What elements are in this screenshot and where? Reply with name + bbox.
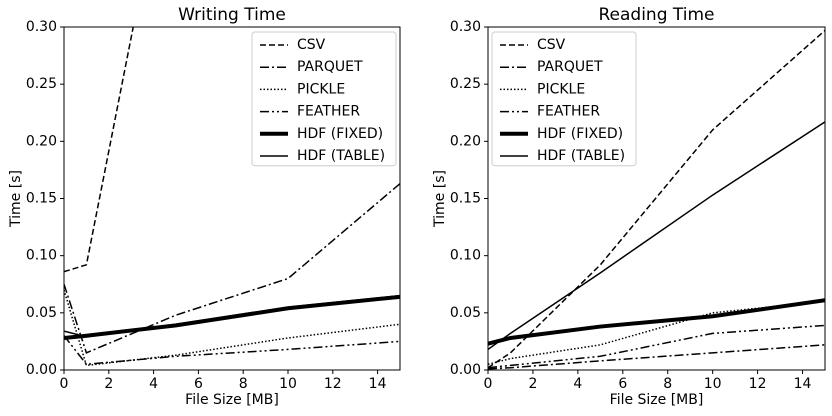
y-tick-label: 0.00 [450, 362, 481, 378]
data-line [64, 289, 400, 367]
chart-title: Writing Time [178, 5, 286, 25]
x-tick-label: 0 [484, 376, 493, 392]
chart: 0 2 4 6 8 10 12 14 0.00 0.05 0.10 0.15 0.20 0.25 0.30 W… [8, 5, 401, 408]
y-tick-label: 0.30 [26, 19, 57, 35]
x-tick-label: 10 [704, 376, 722, 392]
data-line [488, 298, 825, 346]
y-tick-label: 0.30 [450, 19, 481, 35]
legend-label: CSV [297, 37, 326, 53]
x-axis-label: File Size [MB] [610, 392, 704, 408]
y-tick-label: 0.15 [450, 191, 481, 207]
y-tick-label: 0.10 [26, 248, 57, 264]
legend-label: PICKLE [297, 81, 345, 97]
y-tick-label: 0.05 [26, 305, 57, 321]
chart: 0 2 4 6 8 10 12 14 0.00 0.05 0.10 0.15 0.20 0.25 0.30 R… [432, 5, 826, 408]
x-tick-label: 6 [194, 376, 203, 392]
y-axis-label: Time [s] [8, 170, 24, 228]
x-tick-label: 12 [749, 376, 767, 392]
x-tick-label: 0 [60, 376, 69, 392]
data-line [64, 294, 400, 340]
legend-label: HDF (TABLE) [297, 148, 385, 164]
legend-label: HDF (FIXED) [297, 126, 383, 142]
legend-label: HDF (TABLE) [537, 148, 625, 164]
y-tick-label: 0.00 [26, 362, 57, 378]
legend-label: PARQUET [537, 59, 603, 75]
chart-title: Reading Time [598, 5, 714, 25]
data-line [488, 121, 825, 351]
x-tick-label: 4 [149, 376, 158, 392]
x-tick-label: 6 [618, 376, 627, 392]
x-tick-label: 10 [279, 376, 297, 392]
legend-label: FEATHER [297, 104, 360, 120]
x-tick-label: 2 [104, 376, 113, 392]
x-tick-label: 12 [324, 376, 342, 392]
y-tick-label: 0.10 [450, 248, 481, 264]
data-line [488, 29, 825, 369]
data-line [64, 294, 400, 338]
data-line [488, 300, 825, 366]
x-axis-label: File Size [MB] [185, 392, 279, 408]
legend-label: CSV [537, 37, 566, 53]
y-tick-label: 0.05 [450, 305, 481, 321]
data-line [64, 335, 400, 366]
legend-label: PARQUET [297, 59, 363, 75]
legend: CSV PARQUET PICKLE FEATHER HDF (FIXED) HDF (T… [491, 31, 637, 167]
y-tick-label: 0.20 [450, 133, 481, 149]
data-line [488, 324, 825, 369]
y-tick-label: 0.25 [26, 76, 57, 92]
x-tick-label: 8 [663, 376, 672, 392]
y-tick-label: 0.25 [450, 76, 481, 92]
legend-label: FEATHER [537, 104, 600, 120]
y-axis-label: Time [s] [432, 170, 448, 228]
x-tick-label: 4 [573, 376, 582, 392]
legend-label: HDF (FIXED) [537, 126, 623, 142]
x-tick-label: 14 [794, 376, 812, 392]
legend-label: PICKLE [537, 81, 585, 97]
data-line [488, 344, 825, 370]
legend: CSV PARQUET PICKLE FEATHER HDF (FIXED) HDF (T… [251, 31, 397, 167]
y-tick-label: 0.20 [26, 133, 57, 149]
x-tick-label: 8 [239, 376, 248, 392]
x-tick-label: 2 [528, 376, 537, 392]
y-tick-label: 0.15 [26, 191, 57, 207]
x-tick-label: 14 [369, 376, 387, 392]
data-line [64, 183, 400, 354]
